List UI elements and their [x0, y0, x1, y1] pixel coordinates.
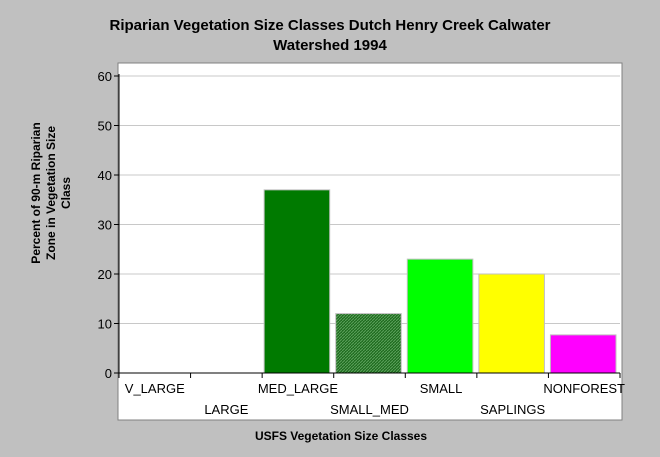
- x-axis-title: USFS Vegetation Size Classes: [255, 429, 427, 443]
- x-tick-label: V_LARGE: [125, 381, 185, 396]
- chart-title-line-1: Riparian Vegetation Size Classes Dutch H…: [110, 17, 551, 34]
- y-tick-label: 0: [105, 366, 112, 381]
- bar-saplings: [478, 273, 545, 374]
- y-axis-title-line-1: Percent of 90-m Riparian: [29, 122, 43, 263]
- bar-med-large: [263, 189, 331, 374]
- x-tick-label: SAPLINGS: [480, 402, 545, 417]
- chart-title-line-2: Watershed 1994: [273, 37, 387, 54]
- y-tick-label: 20: [98, 267, 112, 282]
- bar-small-med: [335, 313, 402, 374]
- y-axis-title: Percent of 90-m Riparian Zone in Vegetat…: [29, 122, 73, 263]
- x-tick-label: NONFOREST: [543, 381, 625, 396]
- bar-nonforest: [549, 334, 617, 374]
- y-tick-label: 30: [98, 218, 112, 233]
- bars: [263, 189, 617, 374]
- y-tick-label: 40: [98, 168, 112, 183]
- y-axis-title-line-2: Zone in Vegetation Size: [44, 126, 58, 260]
- x-tick-label: MED_LARGE: [258, 381, 339, 396]
- x-tick-label: SMALL_MED: [330, 402, 409, 417]
- y-tick-labels: 0 10 20 30 40 50 60: [98, 69, 112, 381]
- y-tick-label: 10: [98, 317, 112, 332]
- axes: [114, 74, 621, 378]
- bar-small: [406, 258, 474, 374]
- y-tick-label: 50: [98, 119, 112, 134]
- y-tick-label: 60: [98, 69, 112, 84]
- y-axis-title-line-3: Class: [59, 177, 73, 209]
- x-tick-label: SMALL: [420, 381, 463, 396]
- x-tick-labels: V_LARGE LARGE MED_LARGE SMALL_MED SMALL SAPLI…: [125, 381, 625, 417]
- x-tick-label: LARGE: [204, 402, 248, 417]
